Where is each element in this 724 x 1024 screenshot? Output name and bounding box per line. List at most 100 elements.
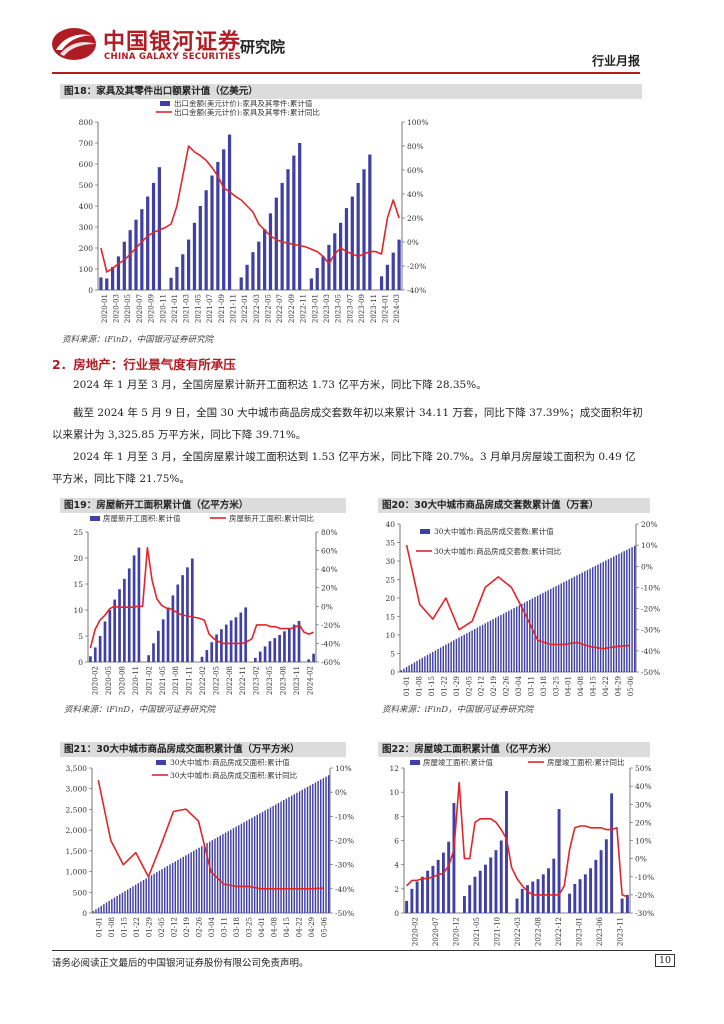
bar (99, 277, 103, 290)
bar (181, 254, 185, 290)
x-tick-label: 02-05 (465, 676, 473, 696)
bar (481, 624, 484, 672)
bar (403, 668, 405, 672)
x-tick-label: 2021-05 (159, 666, 167, 695)
bar (515, 898, 519, 913)
figure-18-chart: 0 100 200 300 400 500 600 700 800 -40% -20% 0% 20% 40… (79, 100, 429, 323)
bar (550, 588, 552, 672)
right-tick-label: 20% (407, 214, 424, 223)
left-tick-label: 1,500 (66, 847, 88, 856)
x-tick-label: 2022-05 (212, 666, 220, 695)
bar (98, 636, 102, 662)
bar (119, 894, 121, 913)
bar (108, 610, 112, 662)
left-tick-label: 20 (73, 554, 83, 563)
brand-name-en: CHINA GALAXY SECURITIES (104, 52, 241, 62)
x-tick-label: 05-06 (627, 675, 635, 696)
x-tick-label: 2020-07 (432, 917, 440, 946)
left-tick-label: 10 (389, 788, 399, 797)
x-tick-label: 2023-03 (323, 294, 331, 323)
left-tick-label: 35 (385, 539, 395, 548)
bar (264, 810, 266, 913)
x-tick-label: 2022-12 (555, 917, 563, 946)
bar (420, 876, 424, 913)
x-tick-label: 2020-02 (411, 917, 419, 946)
bar (628, 548, 631, 672)
bar (245, 264, 249, 290)
left-tick-label: 10 (385, 631, 395, 640)
bar (251, 252, 255, 290)
left-tick-label: 700 (79, 139, 94, 148)
x-tick-label: 2021-03 (183, 294, 191, 323)
bar (307, 659, 311, 662)
bar (147, 655, 150, 662)
figure-21-title: 图21：30大中城市商品房成交面积累计值（万平方米） (60, 742, 346, 757)
left-tick-label: 10 (73, 606, 83, 615)
x-tick-label: 2021-11 (186, 666, 194, 695)
bar (97, 907, 100, 913)
bar (463, 634, 465, 672)
bar (122, 241, 126, 290)
bar (497, 616, 500, 672)
bar (604, 839, 608, 913)
bar (290, 795, 293, 913)
x-tick-label: 2021-01 (171, 294, 179, 323)
bar (105, 278, 109, 290)
x-tick-label: 04-29 (614, 676, 622, 696)
bar (145, 878, 147, 913)
bar (610, 793, 614, 913)
bar (259, 813, 261, 913)
bar (127, 568, 131, 662)
bar (89, 656, 92, 662)
figure-22-chart: 0 2 4 6 8 10 12 -30% -20% -10% 0% 10% 20% 30% 40% 50% 20… (389, 758, 654, 946)
bar (161, 619, 165, 662)
bar (282, 800, 285, 913)
bar (239, 612, 243, 662)
bar (536, 595, 539, 672)
bar (190, 852, 192, 913)
left-tick-label: 800 (79, 118, 94, 127)
bar (126, 889, 129, 913)
bar (552, 858, 556, 913)
bar (296, 792, 298, 913)
left-tick-label: 1,000 (66, 868, 88, 877)
bar (269, 807, 272, 913)
bar (520, 888, 524, 913)
bar (280, 182, 284, 290)
left-tick-label: 0 (88, 286, 93, 295)
bar (100, 905, 102, 913)
yoy-line (405, 544, 630, 650)
bar (179, 858, 182, 913)
bar (140, 881, 142, 913)
bar (583, 874, 587, 913)
x-tick-label: 2023-06 (596, 916, 604, 946)
x-tick-label: 02-26 (195, 916, 203, 937)
bar (181, 575, 184, 662)
x-tick-label: 03-04 (208, 916, 216, 937)
bar (526, 601, 528, 672)
bar (224, 832, 227, 913)
bar (263, 646, 267, 662)
bar (113, 897, 116, 913)
x-tick-label: 2023-09 (358, 294, 366, 323)
bar (146, 196, 150, 290)
bar (573, 884, 577, 913)
bar (123, 578, 126, 662)
x-tick-label: 2020-05 (124, 294, 132, 323)
yoy-line (89, 546, 314, 649)
bar (192, 222, 197, 290)
bar (258, 651, 262, 662)
bar (187, 853, 190, 913)
figure-19-chart: 0 5 10 15 20 25 -60% -40% -20% 0% 20% 40% 60% 80% 2020… (73, 514, 340, 695)
bar (468, 631, 471, 672)
bar (597, 564, 599, 672)
x-tick-label: 2020-07 (136, 294, 144, 323)
bar (216, 161, 220, 290)
legend-line-label: 出口金额(美元计价):家具及其零件:累计同比 (174, 107, 320, 117)
x-tick-label: 2021-05 (473, 917, 481, 946)
bar (208, 841, 211, 913)
bar (175, 266, 179, 290)
bar (563, 582, 565, 672)
bar (620, 552, 623, 672)
bar (129, 887, 132, 913)
